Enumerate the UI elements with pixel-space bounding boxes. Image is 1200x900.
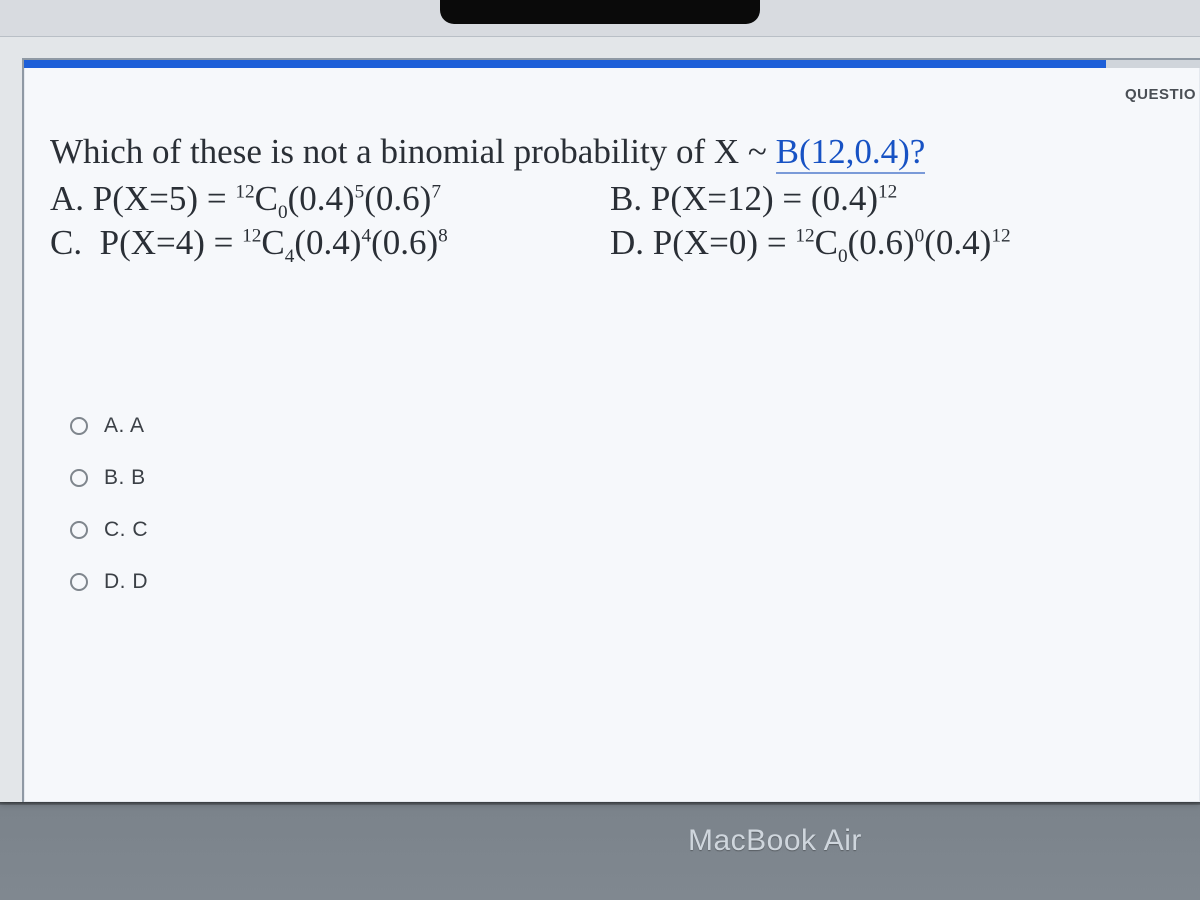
formula-B: B. P(X=12) = (0.4)12 <box>610 179 1200 219</box>
distribution-link[interactable]: B(12,0.4)? <box>776 132 926 174</box>
formula-D-qexp: 12 <box>991 226 1010 247</box>
formula-D-label: D. <box>610 223 644 262</box>
progress-bar-fill <box>24 60 1106 68</box>
answer-list: A. A B. B C. C D. D <box>70 400 148 608</box>
answer-option-A[interactable]: A. A <box>70 400 148 452</box>
formula-C-ck: 4 <box>285 246 295 267</box>
radio-icon[interactable] <box>70 573 88 591</box>
device-label: MacBook Air <box>688 824 862 858</box>
formula-D-p: 0.6 <box>859 223 903 262</box>
progress-bar-track <box>24 60 1200 68</box>
camera-notch <box>440 0 760 24</box>
formula-D: D. P(X=0) = 12C0(0.6)0(0.4)12 <box>610 223 1200 263</box>
formula-C-label: C. <box>50 223 82 262</box>
quiz-content-area: QUESTIO Which of these is not a binomial… <box>22 58 1200 802</box>
formula-A-qexp: 7 <box>431 182 441 203</box>
browser-surface: QUESTIO Which of these is not a binomial… <box>0 0 1200 802</box>
formula-C: C. P(X=4) = 12C4(0.4)4(0.6)8 <box>50 223 610 263</box>
screen-bezel: QUESTIO Which of these is not a binomial… <box>0 0 1200 900</box>
question-block: Which of these is not a binomial probabi… <box>50 128 1200 263</box>
formula-A-label: A. <box>50 179 84 218</box>
formula-C-lhs: P(X=4) <box>100 223 205 262</box>
answer-option-C[interactable]: C. C <box>70 504 148 556</box>
formula-A-p: 0.4 <box>299 179 343 218</box>
formula-C-qexp: 8 <box>438 226 448 247</box>
formula-D-ck: 0 <box>838 246 848 267</box>
answer-label-B: B. B <box>104 466 146 490</box>
formula-C-cn: 12 <box>242 226 261 247</box>
answer-label-A: A. A <box>104 414 145 438</box>
answer-option-B[interactable]: B. B <box>70 452 148 504</box>
radio-icon[interactable] <box>70 521 88 539</box>
question-stem-text: Which of these is not a binomial probabi… <box>50 132 776 171</box>
answer-label-D: D. D <box>104 570 148 594</box>
laptop-lid-edge <box>0 802 1200 805</box>
answer-option-D[interactable]: D. D <box>70 556 148 608</box>
formula-grid: A. P(X=5) = 12C0(0.4)5(0.6)7 B. P(X=12) … <box>50 179 1200 263</box>
answer-label-C: C. C <box>104 518 148 542</box>
radio-icon[interactable] <box>70 417 88 435</box>
formula-A: A. P(X=5) = 12C0(0.4)5(0.6)7 <box>50 179 610 219</box>
formula-A-cn: 12 <box>235 182 254 203</box>
formula-A-lhs: P(X=5) <box>93 179 198 218</box>
formula-C-pexp: 4 <box>361 226 371 247</box>
radio-icon[interactable] <box>70 469 88 487</box>
formula-D-lhs: P(X=0) <box>653 223 758 262</box>
formula-B-exp: 12 <box>878 182 897 203</box>
formula-A-ck: 0 <box>278 202 288 223</box>
formula-D-q: 0.4 <box>936 223 980 262</box>
formula-C-q: 0.6 <box>383 223 427 262</box>
question-number-label: QUESTIO <box>1125 86 1196 103</box>
formula-B-label: B. <box>610 179 642 218</box>
formula-D-cn: 12 <box>795 226 814 247</box>
formula-A-pexp: 5 <box>355 182 365 203</box>
formula-A-q: 0.6 <box>376 179 420 218</box>
formula-D-pexp: 0 <box>915 226 925 247</box>
formula-B-base: 0.4 <box>823 179 867 218</box>
question-stem: Which of these is not a binomial probabi… <box>50 128 1200 175</box>
formula-B-lhs: P(X=12) <box>651 179 774 218</box>
formula-C-p: 0.4 <box>306 223 350 262</box>
